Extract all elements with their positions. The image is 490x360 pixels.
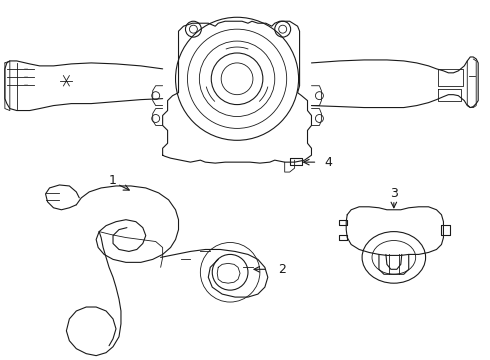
Text: 1: 1 <box>109 174 117 186</box>
Text: —: — <box>24 83 28 87</box>
Circle shape <box>275 21 291 37</box>
Text: 2: 2 <box>278 263 286 276</box>
Text: —: — <box>24 67 28 71</box>
Text: —: — <box>24 75 28 79</box>
Circle shape <box>185 21 201 37</box>
Text: 3: 3 <box>390 188 398 201</box>
Text: 4: 4 <box>324 156 332 168</box>
